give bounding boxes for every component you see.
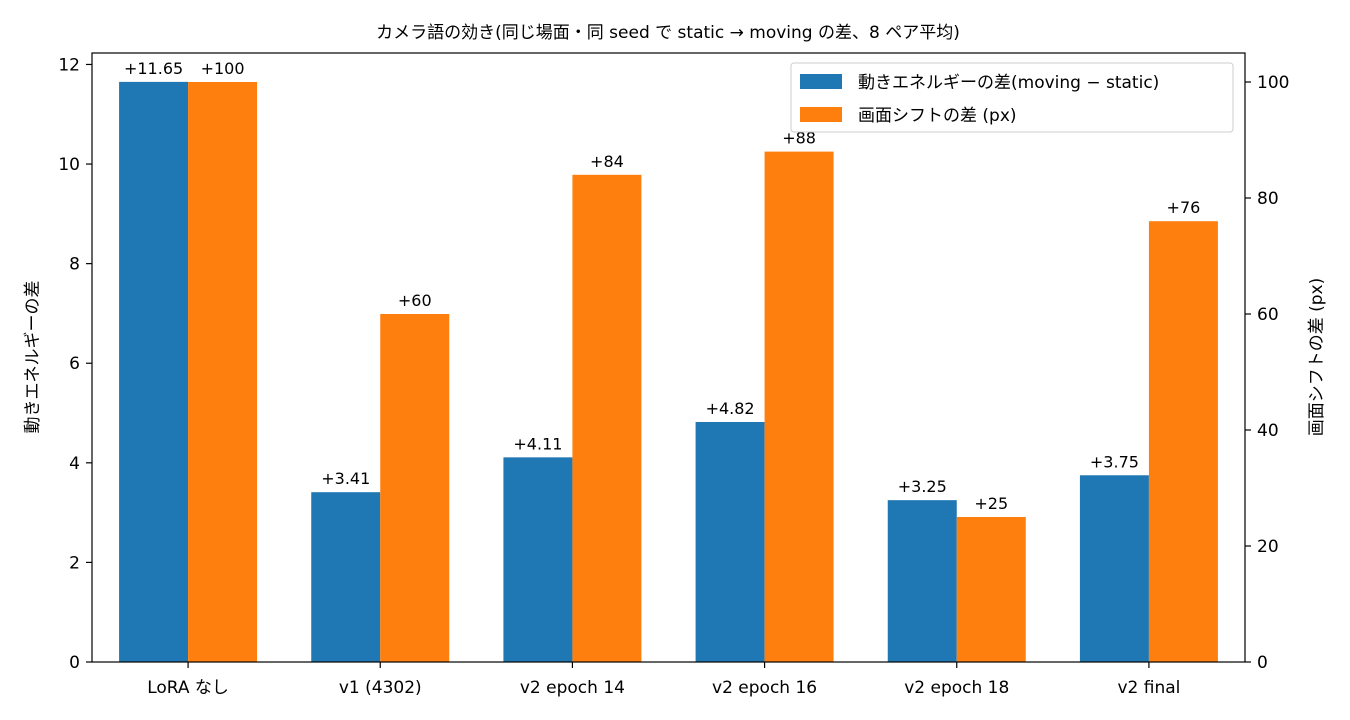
bar-series1-4 — [956, 517, 1026, 662]
data-label-series0-2: +4.11 — [513, 434, 562, 453]
y-right-tick-label-1: 20 — [1257, 537, 1279, 557]
x-tick-label-4: v2 epoch 18 — [904, 678, 1009, 698]
x-tick-label-2: v2 epoch 14 — [520, 678, 625, 698]
legend-label-0: 動きエネルギーの差(moving − static) — [858, 73, 1159, 93]
data-label-series1-4: +25 — [974, 494, 1008, 513]
x-tick-label-0: LoRA なし — [147, 678, 229, 698]
bar-series1-1 — [380, 314, 450, 662]
bar-series0-0 — [119, 81, 189, 662]
data-label-series0-3: +4.82 — [706, 399, 755, 418]
x-tick-label-5: v2 final — [1117, 678, 1180, 698]
data-label-series0-0: +11.65 — [124, 59, 183, 78]
plot-frame — [91, 52, 1246, 663]
y-right-tick-label-5: 100 — [1257, 73, 1289, 93]
x-tick-label-3: v2 epoch 16 — [712, 678, 817, 698]
legend: 動きエネルギーの差(moving − static) 画面シフトの差 (px) — [790, 62, 1234, 133]
axes-group: 0 2 4 6 8 10 12 0 20 40 60 80 100 LoRA なし v1 (4302) v2 … — [58, 52, 1289, 698]
data-label-series0-1: +3.41 — [321, 469, 370, 488]
bar-series0-4 — [887, 500, 957, 662]
chart-title: カメラ語の効き(同じ場面・同 seed で static → moving の差… — [376, 23, 960, 43]
y-axis-right-label: 画面シフトの差 (px) — [1307, 278, 1327, 437]
y-left-tick-label-0: 0 — [69, 653, 80, 673]
y-right-tick-label-4: 80 — [1257, 189, 1279, 209]
data-labels-group: +11.65 +3.41 +4.11 +4.82 +3.25 +3.75 +100 +60 +8… — [124, 59, 1200, 513]
y-axis-left-label: 動きエネルギーの差 — [23, 281, 43, 434]
data-label-series0-4: +3.25 — [898, 477, 947, 496]
y-left-tick-label-5: 10 — [58, 155, 80, 175]
data-label-series1-3: +88 — [782, 129, 816, 148]
y-right-tick-label-0: 0 — [1257, 653, 1268, 673]
bar-series0-1 — [311, 492, 381, 662]
y-left-tick-label-3: 6 — [69, 354, 80, 374]
bar-series1-3 — [764, 151, 834, 662]
bars-group — [119, 81, 1218, 663]
bar-series0-5 — [1079, 475, 1149, 662]
data-label-series0-5: +3.75 — [1090, 452, 1139, 471]
legend-swatch-0 — [800, 74, 842, 89]
y-left-tick-label-4: 8 — [69, 255, 80, 275]
data-label-series1-2: +84 — [590, 152, 624, 171]
bar-series0-3 — [695, 421, 765, 662]
bar-series0-2 — [503, 457, 573, 662]
legend-box — [790, 62, 1234, 133]
y-right-tick-label-3: 60 — [1257, 305, 1279, 325]
y-right-tick-label-2: 40 — [1257, 421, 1279, 441]
data-label-series1-0: +100 — [201, 59, 245, 78]
bar-series1-2 — [572, 174, 642, 663]
legend-swatch-1 — [800, 107, 842, 122]
data-label-series1-1: +60 — [398, 291, 432, 310]
legend-label-1: 画面シフトの差 (px) — [858, 106, 1017, 126]
y-left-tick-label-2: 4 — [69, 454, 80, 474]
x-tick-label-1: v1 (4302) — [339, 678, 422, 698]
y-left-tick-label-6: 12 — [58, 55, 80, 75]
bar-series1-0 — [188, 82, 258, 662]
data-label-series1-5: +76 — [1167, 198, 1201, 217]
bar-series1-5 — [1148, 221, 1218, 662]
y-left-tick-label-1: 2 — [69, 553, 80, 573]
